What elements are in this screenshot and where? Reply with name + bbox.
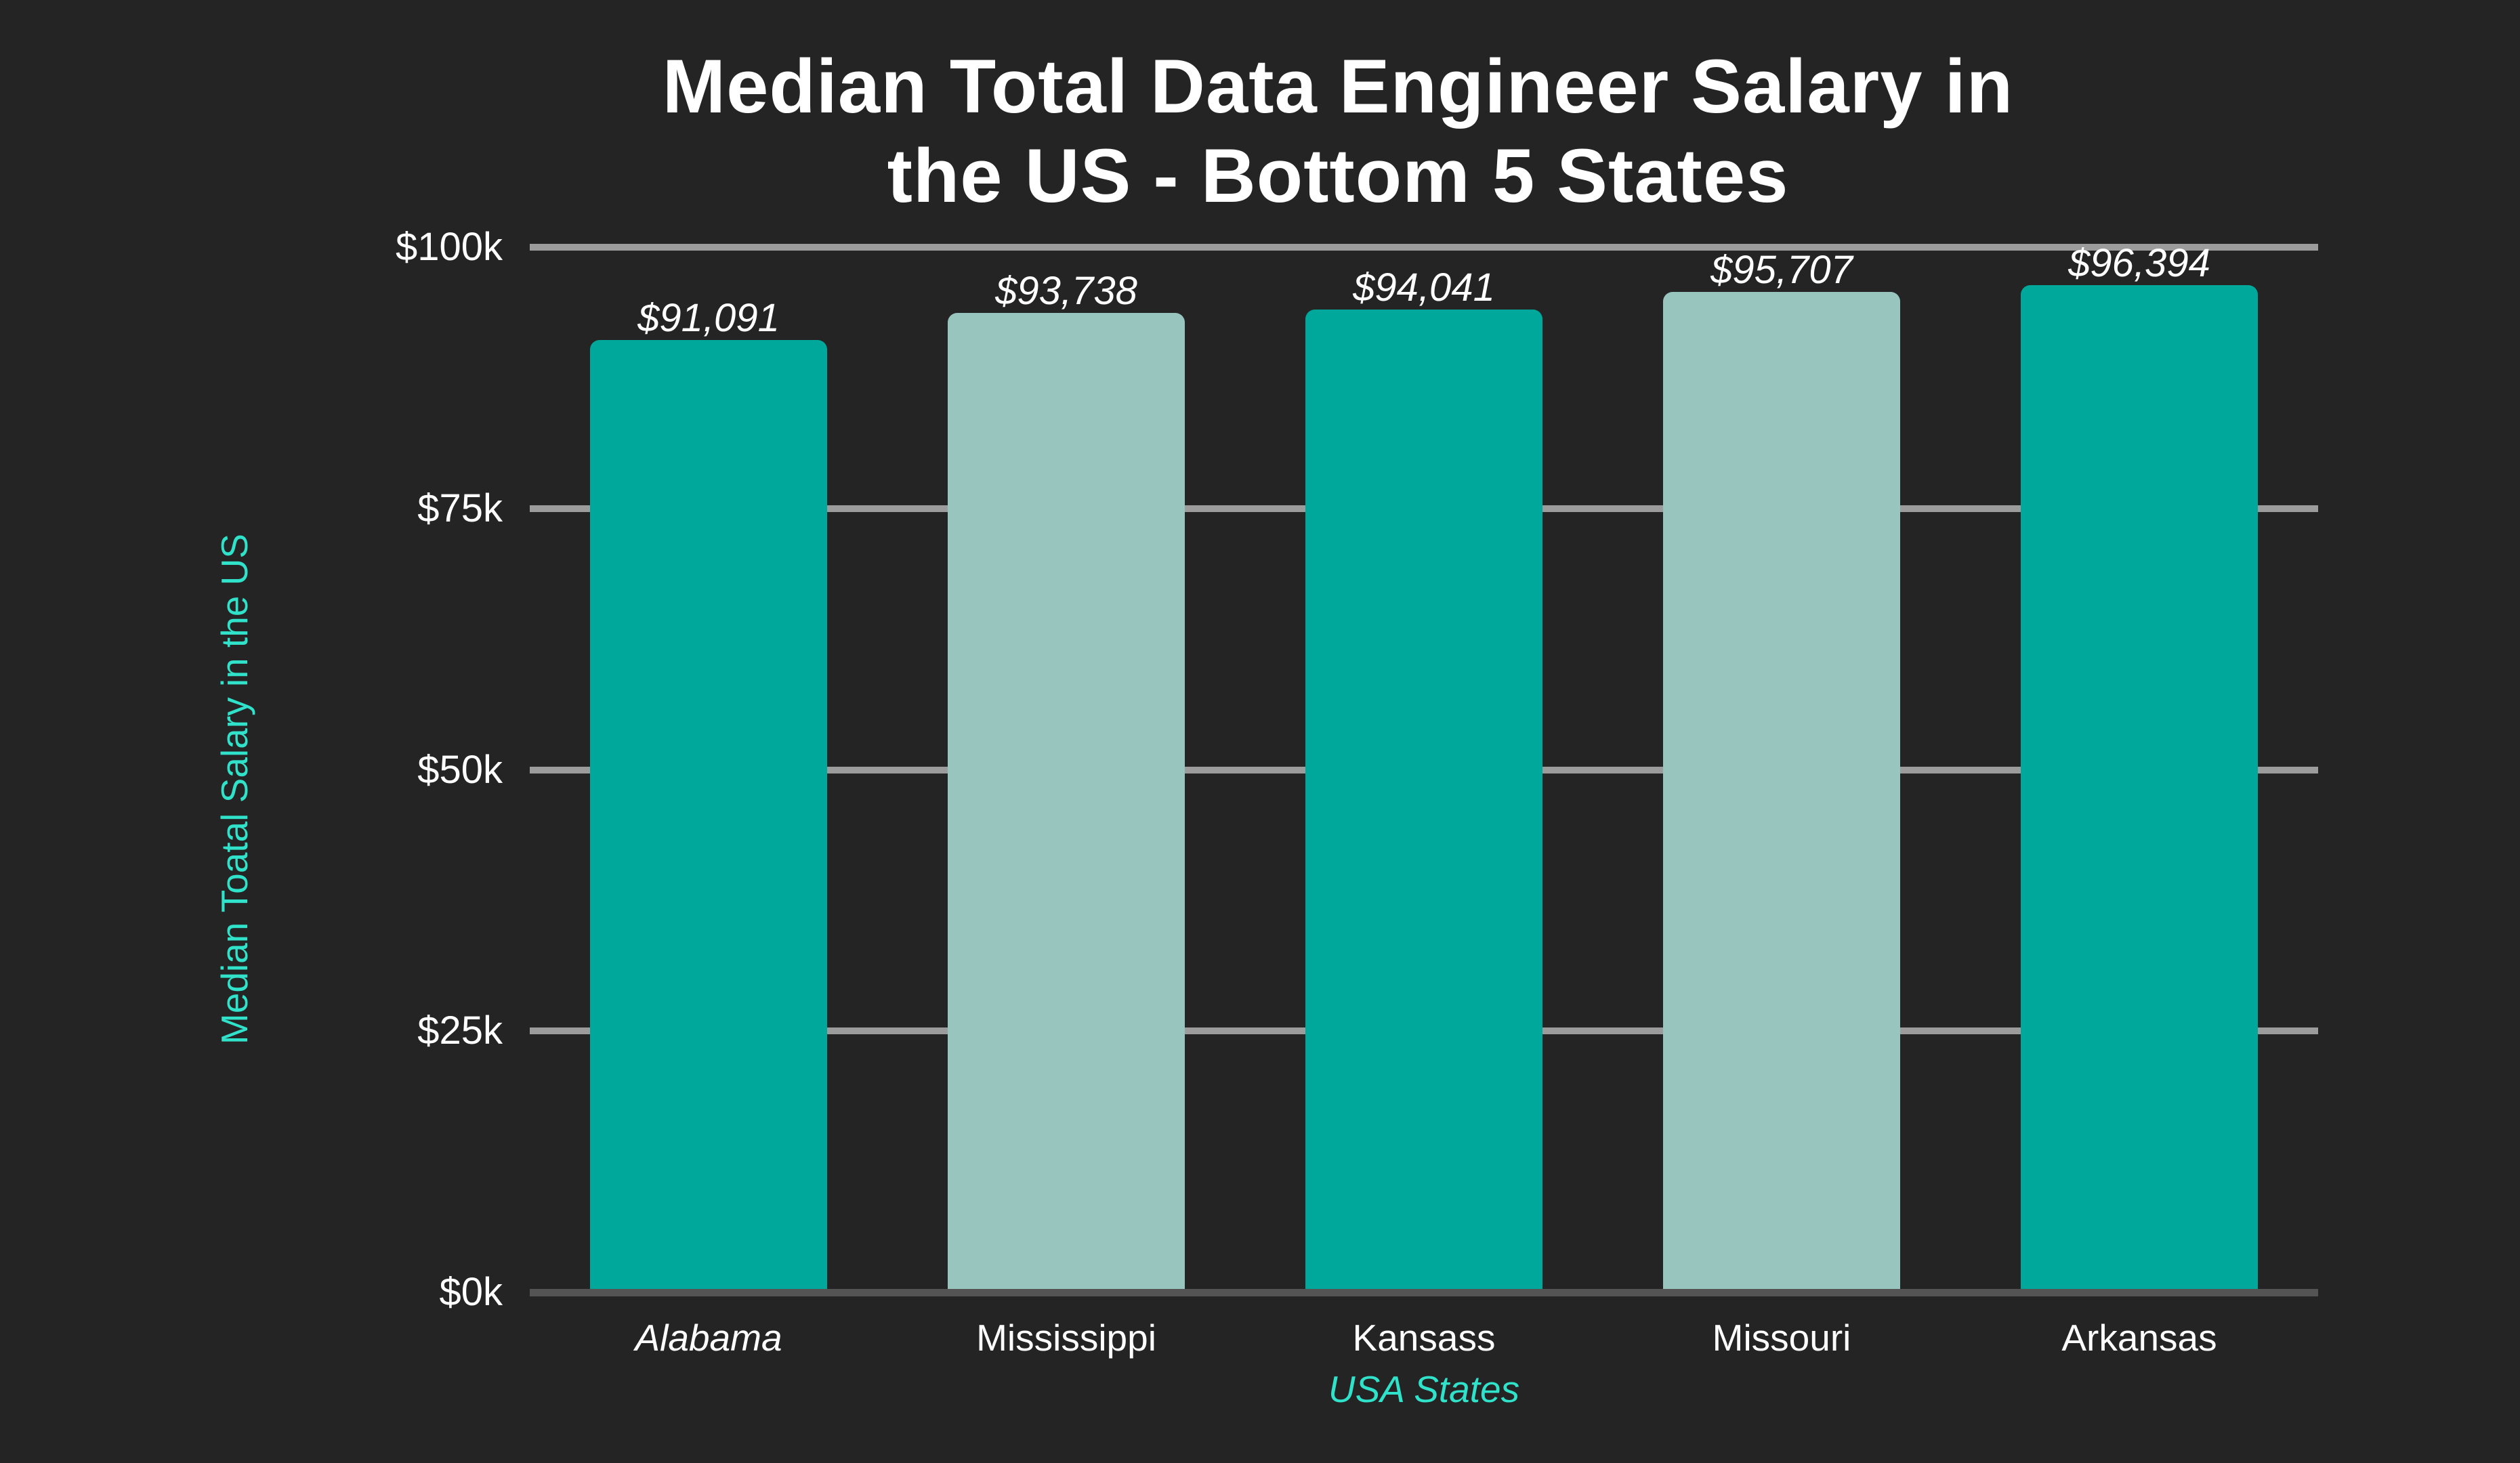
bar-Arkansas[interactable]: [2021, 284, 2258, 1292]
chart-title-line2: the US - Bottom 5 States: [887, 133, 1789, 218]
x-axis-baseline: [530, 1289, 2318, 1296]
bar-Mississippi[interactable]: [948, 312, 1185, 1292]
y-tick-label-$100k: $100k: [395, 225, 503, 269]
y-tick-label-$0k: $0k: [439, 1270, 503, 1314]
bar-Alabama[interactable]: [590, 340, 827, 1292]
x-tick-label-Alabama: Alabama: [635, 1317, 782, 1359]
x-tick-label-Kansass: Kansass: [1352, 1317, 1496, 1359]
x-tick-label-Missouri: Missouri: [1712, 1317, 1851, 1359]
value-label-Alabama: $91,091: [637, 296, 780, 341]
x-axis-title: USA States: [1328, 1368, 1520, 1410]
y-tick-label-$50k: $50k: [417, 747, 503, 792]
value-label-Kansass: $94,041: [1353, 265, 1495, 310]
value-label-Missouri: $95,707: [1710, 248, 1853, 293]
value-label-Arkansas: $96,394: [2068, 240, 2210, 285]
y-tick-label-$25k: $25k: [417, 1009, 503, 1053]
x-tick-label-Arkansas: Arkansas: [2061, 1317, 2217, 1359]
chart-title: Median Total Data Engineer Salary in the…: [119, 42, 2520, 221]
gridline-$100k: [530, 244, 2318, 251]
x-tick-label-Mississippi: Mississippi: [976, 1317, 1156, 1359]
bar-Kansass[interactable]: [1305, 309, 1542, 1292]
value-label-Mississippi: $93,738: [995, 268, 1137, 313]
bar-Missouri[interactable]: [1663, 292, 1900, 1292]
chart-title-line1: Median Total Data Engineer Salary in: [662, 44, 2014, 129]
y-tick-label-$75k: $75k: [417, 486, 503, 530]
